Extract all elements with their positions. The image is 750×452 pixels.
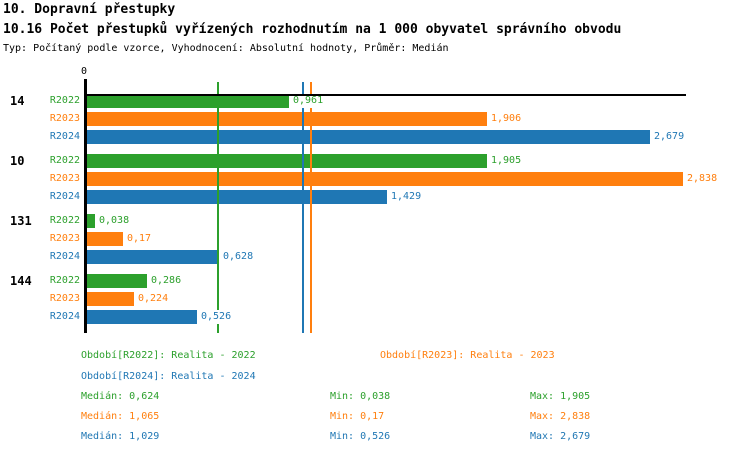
stat-max-r2024: Max: 2,679 [530,431,591,442]
bar-value-label: 0,17 [125,232,154,246]
stat-median-r2023: Medián: 1,065 [81,411,160,422]
group-label-10: 10 [10,154,25,168]
series-label-r2024: R2024 [49,311,80,322]
bar-r2024-group-144 [87,310,197,324]
series-label-r2024: R2024 [49,131,80,142]
x-axis-line [84,94,686,96]
bar-value-label: 2,679 [652,130,687,144]
series-label-r2024: R2024 [49,191,80,202]
series-label-r2023: R2023 [49,113,80,124]
bar-value-label: 0,286 [149,274,184,288]
bar-r2023-group-14 [87,112,487,126]
group-label-131: 131 [10,214,32,228]
bar-chart: 0 14 R2022 0,961 R2023 1,906 R2024 2,679 10 R202… [0,66,750,352]
stat-max-r2022: Max: 1,905 [530,391,591,402]
legend-item-r2022: Období[R2022]: Realita - 2022 [81,350,256,361]
bar-r2023-group-144 [87,292,134,306]
stat-min-r2022: Min: 0,038 [330,391,391,402]
bar-value-label: 1,906 [489,112,524,126]
median-line-r2022 [217,82,220,333]
bar-r2022-group-144 [87,274,147,288]
series-label-r2022: R2022 [49,275,80,286]
bar-r2022-group-10 [87,154,487,168]
bar-r2024-group-14 [87,130,650,144]
stat-min-r2023: Min: 0,17 [330,411,385,422]
series-label-r2023: R2023 [49,173,80,184]
page-subtitle: 10.16 Počet přestupků vyřízených rozhodn… [3,22,622,37]
page-title: 10. Dopravní přestupky [3,2,176,17]
stat-max-r2023: Max: 2,838 [530,411,591,422]
y-axis-line [84,79,87,333]
series-label-r2022: R2022 [49,215,80,226]
bar-value-label: 0,526 [199,310,234,324]
bar-value-label: 1,429 [389,190,424,204]
series-label-r2023: R2023 [49,233,80,244]
median-line-r2024 [302,82,305,333]
legend-item-r2023: Období[R2023]: Realita - 2023 [380,350,555,361]
bar-r2022-group-131 [87,214,95,228]
series-label-r2024: R2024 [49,251,80,262]
axis-tick-label-zero: 0 [80,66,88,77]
bar-r2023-group-131 [87,232,123,246]
median-line-r2023 [309,82,312,333]
series-label-r2022: R2022 [49,155,80,166]
series-label-r2022: R2022 [49,95,80,106]
stat-median-r2022: Medián: 0,624 [81,391,160,402]
group-label-144: 144 [10,274,32,288]
bar-r2023-group-10 [87,172,683,186]
bar-value-label: 0,038 [97,214,132,228]
series-label-r2023: R2023 [49,293,80,304]
bar-value-label: 0,961 [291,94,326,108]
bar-r2024-group-10 [87,190,387,204]
bar-value-label: 0,628 [221,250,256,264]
group-label-14: 14 [10,94,25,108]
stat-median-r2024: Medián: 1,029 [81,431,160,442]
bar-value-label: 2,838 [685,172,720,186]
legend-item-r2024: Období[R2024]: Realita - 2024 [81,371,256,382]
bar-r2024-group-131 [87,250,219,264]
bar-value-label: 0,224 [136,292,171,306]
page-meta: Typ: Počítaný podle vzorce, Vyhodnocení:… [3,43,449,54]
bar-r2022-group-14 [87,94,289,108]
bar-value-label: 1,905 [489,154,524,168]
stat-min-r2024: Min: 0,526 [330,431,391,442]
